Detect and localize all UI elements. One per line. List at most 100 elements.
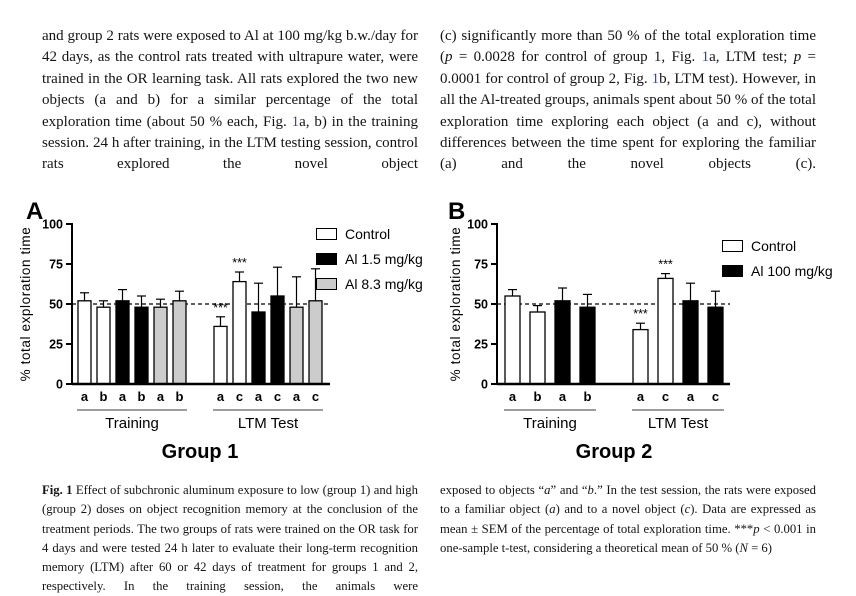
section-label: LTM Test — [648, 415, 709, 432]
bar-training-b — [172, 300, 187, 385]
paragraph-right: (c) significantly more than 50 % of the … — [440, 26, 816, 176]
y-tick-label: 75 — [49, 258, 63, 272]
text-segment: c — [684, 502, 691, 517]
significance-stars: *** — [633, 307, 648, 321]
text-segment: p — [445, 49, 453, 66]
x-bar-label: b — [100, 389, 108, 404]
paragraph-left: and group 2 rats were exposed to Al at 1… — [42, 26, 418, 176]
section-label: LTM Test — [238, 415, 299, 432]
legend-label: Control — [751, 238, 797, 254]
text-segment: Fig. 1 — [42, 483, 73, 497]
legend-group2: Control Al 100 mg/kg — [722, 238, 833, 279]
y-tick-label: 25 — [49, 338, 63, 352]
chart-group1: % total exploration time 0 25 50 75 100 a b a b a b… — [0, 210, 345, 479]
panel-label-a: A — [26, 198, 44, 225]
text-segment: Effect of subchronic aluminum exposure t… — [42, 483, 418, 594]
bar-training-a — [504, 295, 521, 385]
x-bar-label: c — [712, 389, 719, 404]
y-tick-label: 75 — [474, 258, 488, 272]
x-bar-label: a — [217, 389, 225, 404]
x-bar-label: b — [176, 389, 184, 404]
text-segment: = 6) — [747, 540, 773, 555]
panel-label-b: B — [448, 198, 466, 225]
legend-row: Al 1.5 mg/kg — [316, 251, 423, 267]
text-segment: < 0.001 in one-sample t-test, considerin… — [440, 521, 817, 555]
y-tick-label: 25 — [474, 338, 488, 352]
text-segment: a, LTM test; — [709, 49, 794, 66]
text-segment: a — [544, 483, 551, 497]
y-tick-label: 50 — [49, 298, 63, 312]
figure-caption-columns: Fig. 1 Effect of subchronic aluminum exp… — [42, 481, 816, 596]
citation-link[interactable]: 1 — [701, 49, 710, 66]
x-bar-label: a — [119, 389, 127, 404]
legend-row: Al 8.3 mg/kg — [316, 276, 423, 292]
legend-label: Al 8.3 mg/kg — [345, 276, 423, 292]
bar-ltm-test-a — [251, 311, 266, 385]
text-segment: b, LTM test). However, in all the Al-tre… — [440, 70, 816, 173]
text-segment: = 0.0028 for control of group 1, Fig. — [452, 49, 702, 66]
y-tick-label: 0 — [481, 378, 488, 392]
x-bar-label: a — [509, 389, 517, 404]
significance-stars: *** — [213, 301, 228, 315]
bar-training-a — [554, 300, 571, 385]
bar-training-a — [77, 300, 92, 385]
chart-title: Group 2 — [576, 441, 653, 463]
significance-stars: *** — [232, 256, 247, 270]
text-segment: a — [549, 502, 556, 517]
citation-link[interactable]: 1 — [651, 70, 660, 87]
caption-right: exposed to objects “a” and “b.” In the t… — [440, 481, 816, 596]
legend-row: Control — [722, 238, 833, 254]
text-segment: N — [739, 540, 748, 555]
legend-group1: Control Al 1.5 mg/kg Al 8.3 mg/kg — [316, 226, 423, 292]
legend-label: Al 1.5 mg/kg — [345, 251, 423, 267]
bar-ltm-test-c — [270, 295, 285, 385]
bar-ltm-test-c — [657, 277, 674, 385]
legend-swatch — [722, 265, 743, 277]
legend-swatch — [316, 228, 337, 240]
caption-left: Fig. 1 Effect of subchronic aluminum exp… — [42, 481, 418, 596]
text-segment: p — [753, 521, 760, 536]
text-segment: (c) significantly more than 50 % of the … — [440, 28, 816, 66]
bar-training-b — [579, 306, 596, 385]
chart-title: Group 1 — [162, 441, 239, 463]
y-tick-label: 50 — [474, 298, 488, 312]
legend-label: Al 100 mg/kg — [751, 263, 833, 279]
legend-label: Control — [345, 226, 391, 242]
x-bar-label: c — [662, 389, 669, 404]
citation-link[interactable]: 1 — [291, 113, 300, 130]
bar-ltm-test-a — [682, 300, 699, 385]
legend-swatch — [316, 278, 337, 290]
text-segment: ” and “ — [550, 483, 588, 497]
x-bar-label: a — [637, 389, 645, 404]
legend-swatch — [316, 253, 337, 265]
bar-ltm-test-a — [632, 328, 649, 385]
bar-training-b — [134, 306, 149, 385]
text-segment: exposed to objects “ — [440, 483, 545, 497]
section-label: Training — [523, 415, 577, 432]
text-segment: and group 2 rats were exposed to Al at 1… — [42, 28, 418, 130]
x-bar-label: a — [687, 389, 695, 404]
bar-ltm-test-c — [707, 306, 724, 385]
bar-ltm-test-a — [213, 325, 228, 385]
bar-training-b — [96, 306, 111, 385]
x-bar-label: a — [559, 389, 567, 404]
legend-row: Al 100 mg/kg — [722, 263, 833, 279]
text-segment: a, b) in the training session. 24 h afte… — [42, 113, 418, 173]
y-axis-label: % total exploration time — [18, 227, 33, 382]
bar-training-a — [115, 300, 130, 385]
bar-ltm-test-c — [232, 280, 247, 385]
x-bar-label: c — [312, 389, 319, 404]
text-segment: p — [793, 49, 802, 66]
body-text-columns: and group 2 rats were exposed to Al at 1… — [42, 26, 816, 176]
text-segment: .” In the test session, the rats were ex… — [440, 483, 816, 517]
chart-group2: % total exploration time 0 25 50 75 100 a b a b **… — [430, 210, 765, 479]
bar-training-a — [153, 306, 168, 385]
text-segment: b — [587, 483, 594, 497]
figure-1: A B % total exploration time 0 25 50 75 100 a b… — [0, 196, 856, 480]
section-label: Training — [105, 415, 159, 432]
x-bar-label: a — [293, 389, 301, 404]
bar-ltm-test-c — [308, 300, 323, 385]
y-axis-label: % total exploration time — [448, 227, 463, 382]
